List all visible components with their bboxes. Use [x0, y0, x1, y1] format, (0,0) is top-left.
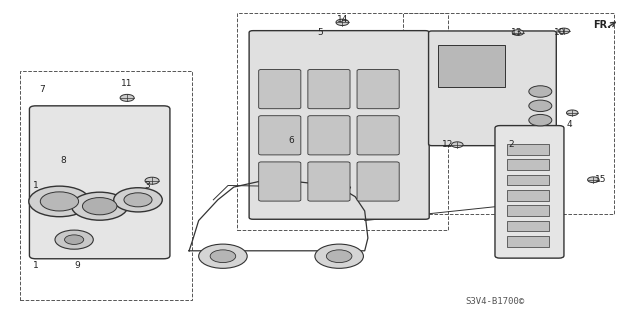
Text: 7: 7 — [39, 85, 45, 94]
Text: 6: 6 — [289, 136, 294, 145]
Circle shape — [83, 197, 117, 215]
FancyBboxPatch shape — [29, 106, 170, 259]
FancyBboxPatch shape — [357, 116, 399, 155]
Text: 5: 5 — [317, 28, 323, 37]
FancyBboxPatch shape — [308, 116, 350, 155]
Bar — [403, 13, 614, 214]
Bar — [507, 236, 549, 247]
Text: 10: 10 — [554, 28, 565, 37]
FancyBboxPatch shape — [429, 31, 556, 146]
Circle shape — [29, 186, 90, 217]
FancyBboxPatch shape — [308, 69, 350, 109]
Circle shape — [114, 188, 163, 212]
Circle shape — [529, 100, 552, 112]
Text: 2: 2 — [509, 140, 515, 148]
FancyBboxPatch shape — [259, 116, 301, 155]
Text: 1: 1 — [33, 261, 38, 270]
Text: 3: 3 — [145, 181, 150, 190]
Bar — [507, 205, 549, 216]
Text: 13: 13 — [511, 28, 522, 37]
Text: 1: 1 — [33, 181, 38, 190]
Circle shape — [72, 192, 128, 220]
Circle shape — [40, 192, 79, 211]
Circle shape — [512, 30, 524, 36]
Bar — [507, 144, 549, 155]
Text: FR.: FR. — [593, 20, 611, 29]
Text: 8: 8 — [60, 156, 66, 164]
Circle shape — [588, 177, 599, 183]
Circle shape — [558, 28, 570, 34]
Text: 4: 4 — [566, 120, 572, 130]
Text: 15: 15 — [595, 175, 607, 184]
FancyBboxPatch shape — [308, 162, 350, 201]
Circle shape — [65, 235, 84, 244]
FancyBboxPatch shape — [357, 162, 399, 201]
Circle shape — [120, 94, 134, 101]
FancyBboxPatch shape — [249, 31, 429, 219]
Bar — [507, 175, 549, 186]
FancyBboxPatch shape — [259, 69, 301, 109]
Bar — [438, 45, 505, 87]
Text: 11: 11 — [122, 79, 133, 88]
Circle shape — [452, 142, 463, 148]
Circle shape — [198, 244, 247, 268]
Bar — [507, 220, 549, 231]
Circle shape — [315, 244, 364, 268]
Circle shape — [326, 250, 352, 263]
Bar — [507, 159, 549, 170]
Circle shape — [210, 250, 236, 263]
Circle shape — [529, 115, 552, 126]
Text: S3V4-B1700©: S3V4-B1700© — [466, 297, 525, 306]
FancyBboxPatch shape — [495, 125, 564, 258]
Text: 14: 14 — [337, 15, 348, 24]
Circle shape — [124, 193, 152, 207]
FancyBboxPatch shape — [259, 162, 301, 201]
Circle shape — [529, 86, 552, 97]
Circle shape — [336, 19, 349, 26]
Circle shape — [145, 177, 159, 184]
Text: 12: 12 — [442, 140, 453, 148]
Bar — [507, 190, 549, 201]
Bar — [20, 71, 192, 300]
Circle shape — [55, 230, 93, 249]
FancyBboxPatch shape — [357, 69, 399, 109]
Circle shape — [566, 110, 578, 116]
Bar — [237, 13, 448, 230]
Text: 9: 9 — [74, 261, 80, 270]
